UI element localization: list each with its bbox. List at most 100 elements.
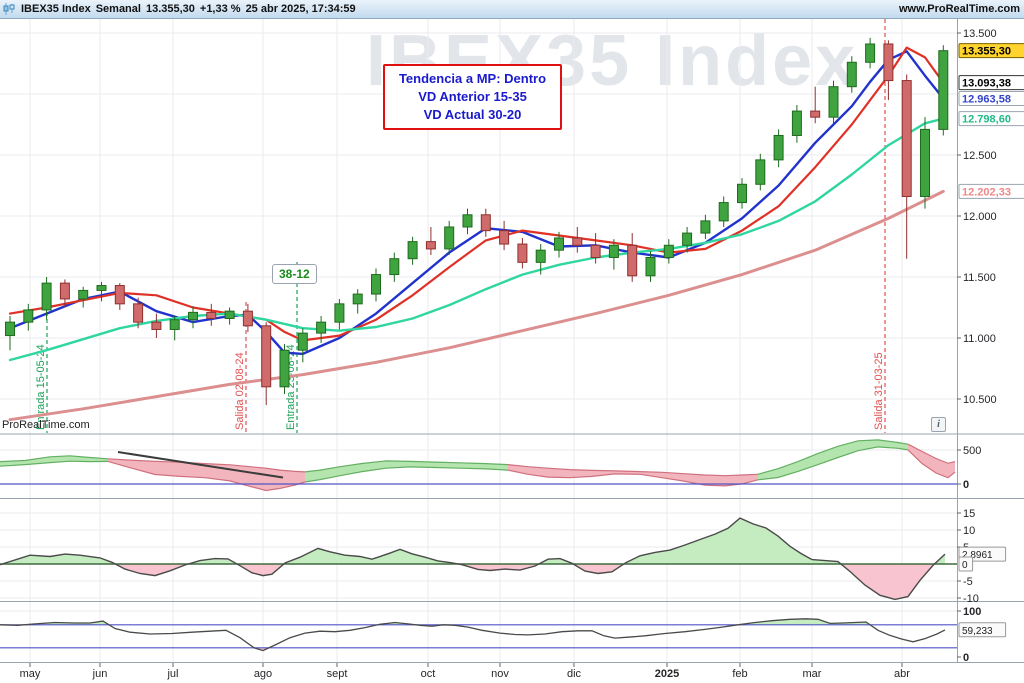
candle[interactable] (535, 244, 546, 275)
value-badge[interactable]: 38-12 (272, 264, 317, 284)
candle[interactable] (407, 236, 418, 265)
axis-label: -5 (963, 576, 973, 588)
candle[interactable] (224, 307, 235, 325)
marker-label: Entrada 15-05-24 (35, 344, 47, 430)
symbol-name: IBEX35 Index (21, 3, 91, 15)
provider-link[interactable]: www.ProRealTime.com (898, 3, 1020, 15)
indicator-band[interactable] (305, 460, 508, 482)
price-change: +1,33 % (199, 3, 241, 15)
indicator-band-edge (107, 460, 306, 492)
candle[interactable] (755, 153, 766, 191)
candle[interactable] (645, 251, 656, 282)
ma-pink-line[interactable] (8, 189, 945, 422)
candle[interactable] (444, 220, 455, 256)
candle[interactable] (261, 322, 272, 406)
candle[interactable] (920, 117, 930, 209)
strategy-annotation-box[interactable]: Tendencia a MP: Dentro VD Anterior 15-35… (383, 64, 562, 130)
info-icon[interactable]: i (931, 417, 946, 432)
candle[interactable] (316, 316, 327, 343)
candle-body (224, 310, 235, 319)
annotation-line-2: VD Anterior 15-35 (418, 89, 527, 104)
candle[interactable] (938, 45, 949, 136)
candlestick-icon (3, 3, 15, 15)
candle[interactable] (608, 239, 619, 270)
candle[interactable] (334, 298, 345, 330)
candle[interactable] (23, 303, 34, 331)
candle[interactable] (737, 178, 747, 209)
indicator-band[interactable] (108, 458, 305, 491)
candle[interactable] (718, 196, 729, 227)
candle-body (41, 282, 52, 311)
indicator-band-edge (107, 458, 306, 473)
candle-body (151, 321, 162, 330)
candle[interactable] (901, 74, 912, 259)
candle[interactable] (773, 129, 784, 168)
candle[interactable] (169, 316, 180, 341)
candle-body (352, 293, 363, 305)
candle-body (297, 332, 308, 351)
stochastic-line[interactable] (0, 618, 946, 652)
candle[interactable] (791, 104, 802, 143)
candle[interactable] (114, 283, 125, 310)
ma-red-line[interactable] (8, 46, 945, 342)
drawn-trendline[interactable] (117, 451, 284, 479)
indicator-band-edge (507, 464, 759, 477)
candle[interactable] (41, 277, 52, 320)
candle[interactable] (206, 303, 217, 326)
price-tag-box (958, 622, 1007, 638)
price-tag-green: 12.798,60 (958, 111, 1024, 127)
candle[interactable] (96, 281, 107, 302)
candle[interactable] (188, 306, 198, 329)
month-label: mar (803, 668, 822, 680)
oscillator-area-positive (0, 518, 945, 564)
candle-body (718, 202, 729, 222)
candle[interactable] (389, 252, 400, 282)
indicator-band[interactable] (758, 439, 908, 480)
indicator-band[interactable] (908, 444, 955, 478)
candle[interactable] (78, 286, 89, 308)
candle[interactable] (846, 56, 857, 93)
candle[interactable] (700, 214, 711, 240)
candle[interactable] (865, 37, 876, 69)
indicator-band-edge (757, 439, 909, 475)
candle-body (554, 237, 564, 251)
candle[interactable] (663, 239, 674, 264)
candle[interactable] (554, 231, 564, 258)
candle[interactable] (590, 233, 601, 264)
candle[interactable] (279, 344, 290, 395)
candle[interactable] (572, 226, 583, 253)
ma-cyan-line[interactable] (8, 117, 945, 362)
candle[interactable] (810, 86, 821, 124)
candle[interactable] (352, 289, 363, 314)
candle[interactable] (425, 226, 436, 256)
indicator-band[interactable] (0, 455, 108, 467)
candle-body (96, 285, 107, 291)
candle-body (572, 237, 583, 246)
candle[interactable] (499, 220, 510, 251)
candle[interactable] (5, 316, 15, 351)
last-price: 13.355,30 (145, 3, 195, 15)
candle[interactable] (242, 303, 253, 332)
indicator-band-edge (757, 446, 909, 481)
candle-body (517, 243, 528, 263)
price-tag-text: 12.202,33 (962, 186, 1011, 198)
candle[interactable] (883, 40, 894, 101)
candle-body (206, 311, 217, 319)
candle[interactable] (59, 279, 70, 308)
candle[interactable] (462, 208, 473, 235)
candle[interactable] (371, 268, 381, 302)
candle-body (773, 134, 784, 161)
candle[interactable] (828, 80, 839, 124)
candle[interactable] (480, 208, 491, 237)
candle[interactable] (151, 313, 162, 338)
price-tag-text: 12.798,60 (962, 114, 1011, 126)
price-tag-text: 13.355,30 (962, 46, 1011, 58)
price-tag-text: 0 (962, 560, 968, 571)
candle[interactable] (682, 226, 693, 253)
candle[interactable] (133, 297, 144, 329)
candle[interactable] (517, 237, 528, 269)
oscillator-line[interactable] (0, 517, 946, 601)
candle[interactable] (297, 328, 308, 363)
candle[interactable] (627, 233, 638, 282)
